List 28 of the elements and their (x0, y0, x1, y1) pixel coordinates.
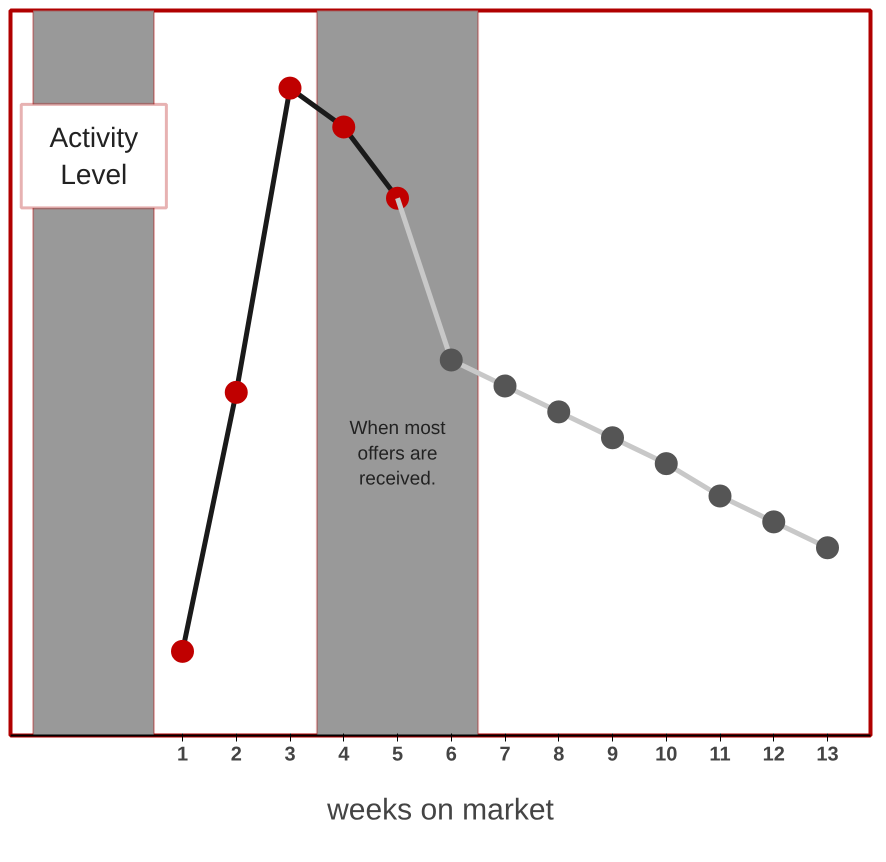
x-tick-label: 8 (553, 744, 564, 766)
x-tick-label: 6 (446, 744, 457, 766)
x-tick-label: 2 (230, 744, 242, 766)
point (171, 640, 194, 663)
x-tick-label: 13 (816, 744, 839, 766)
point (816, 536, 839, 560)
x-tick-label: 9 (606, 744, 618, 766)
point (762, 510, 786, 534)
point (547, 400, 570, 424)
point (278, 76, 302, 100)
point (332, 116, 356, 138)
point (224, 380, 248, 404)
point (601, 426, 624, 450)
y-axis-title: Activity Level (49, 122, 138, 190)
x-tick-label: 1 (176, 744, 188, 766)
x-tick-label: 4 (338, 744, 350, 766)
x-tick-label: 5 (392, 744, 404, 766)
x-tick-label: 3 (284, 744, 296, 766)
x-tick-label: 7 (499, 744, 511, 766)
x-tick-label: 11 (709, 744, 731, 766)
x-axis-title: weeks on market (326, 794, 555, 826)
x-tick-label: 12 (762, 744, 785, 766)
point (708, 484, 732, 508)
point (440, 348, 463, 372)
x-tick-label: 10 (655, 744, 678, 766)
band-label: When most offers are received. (349, 418, 446, 490)
point (494, 374, 516, 398)
point (654, 452, 678, 476)
